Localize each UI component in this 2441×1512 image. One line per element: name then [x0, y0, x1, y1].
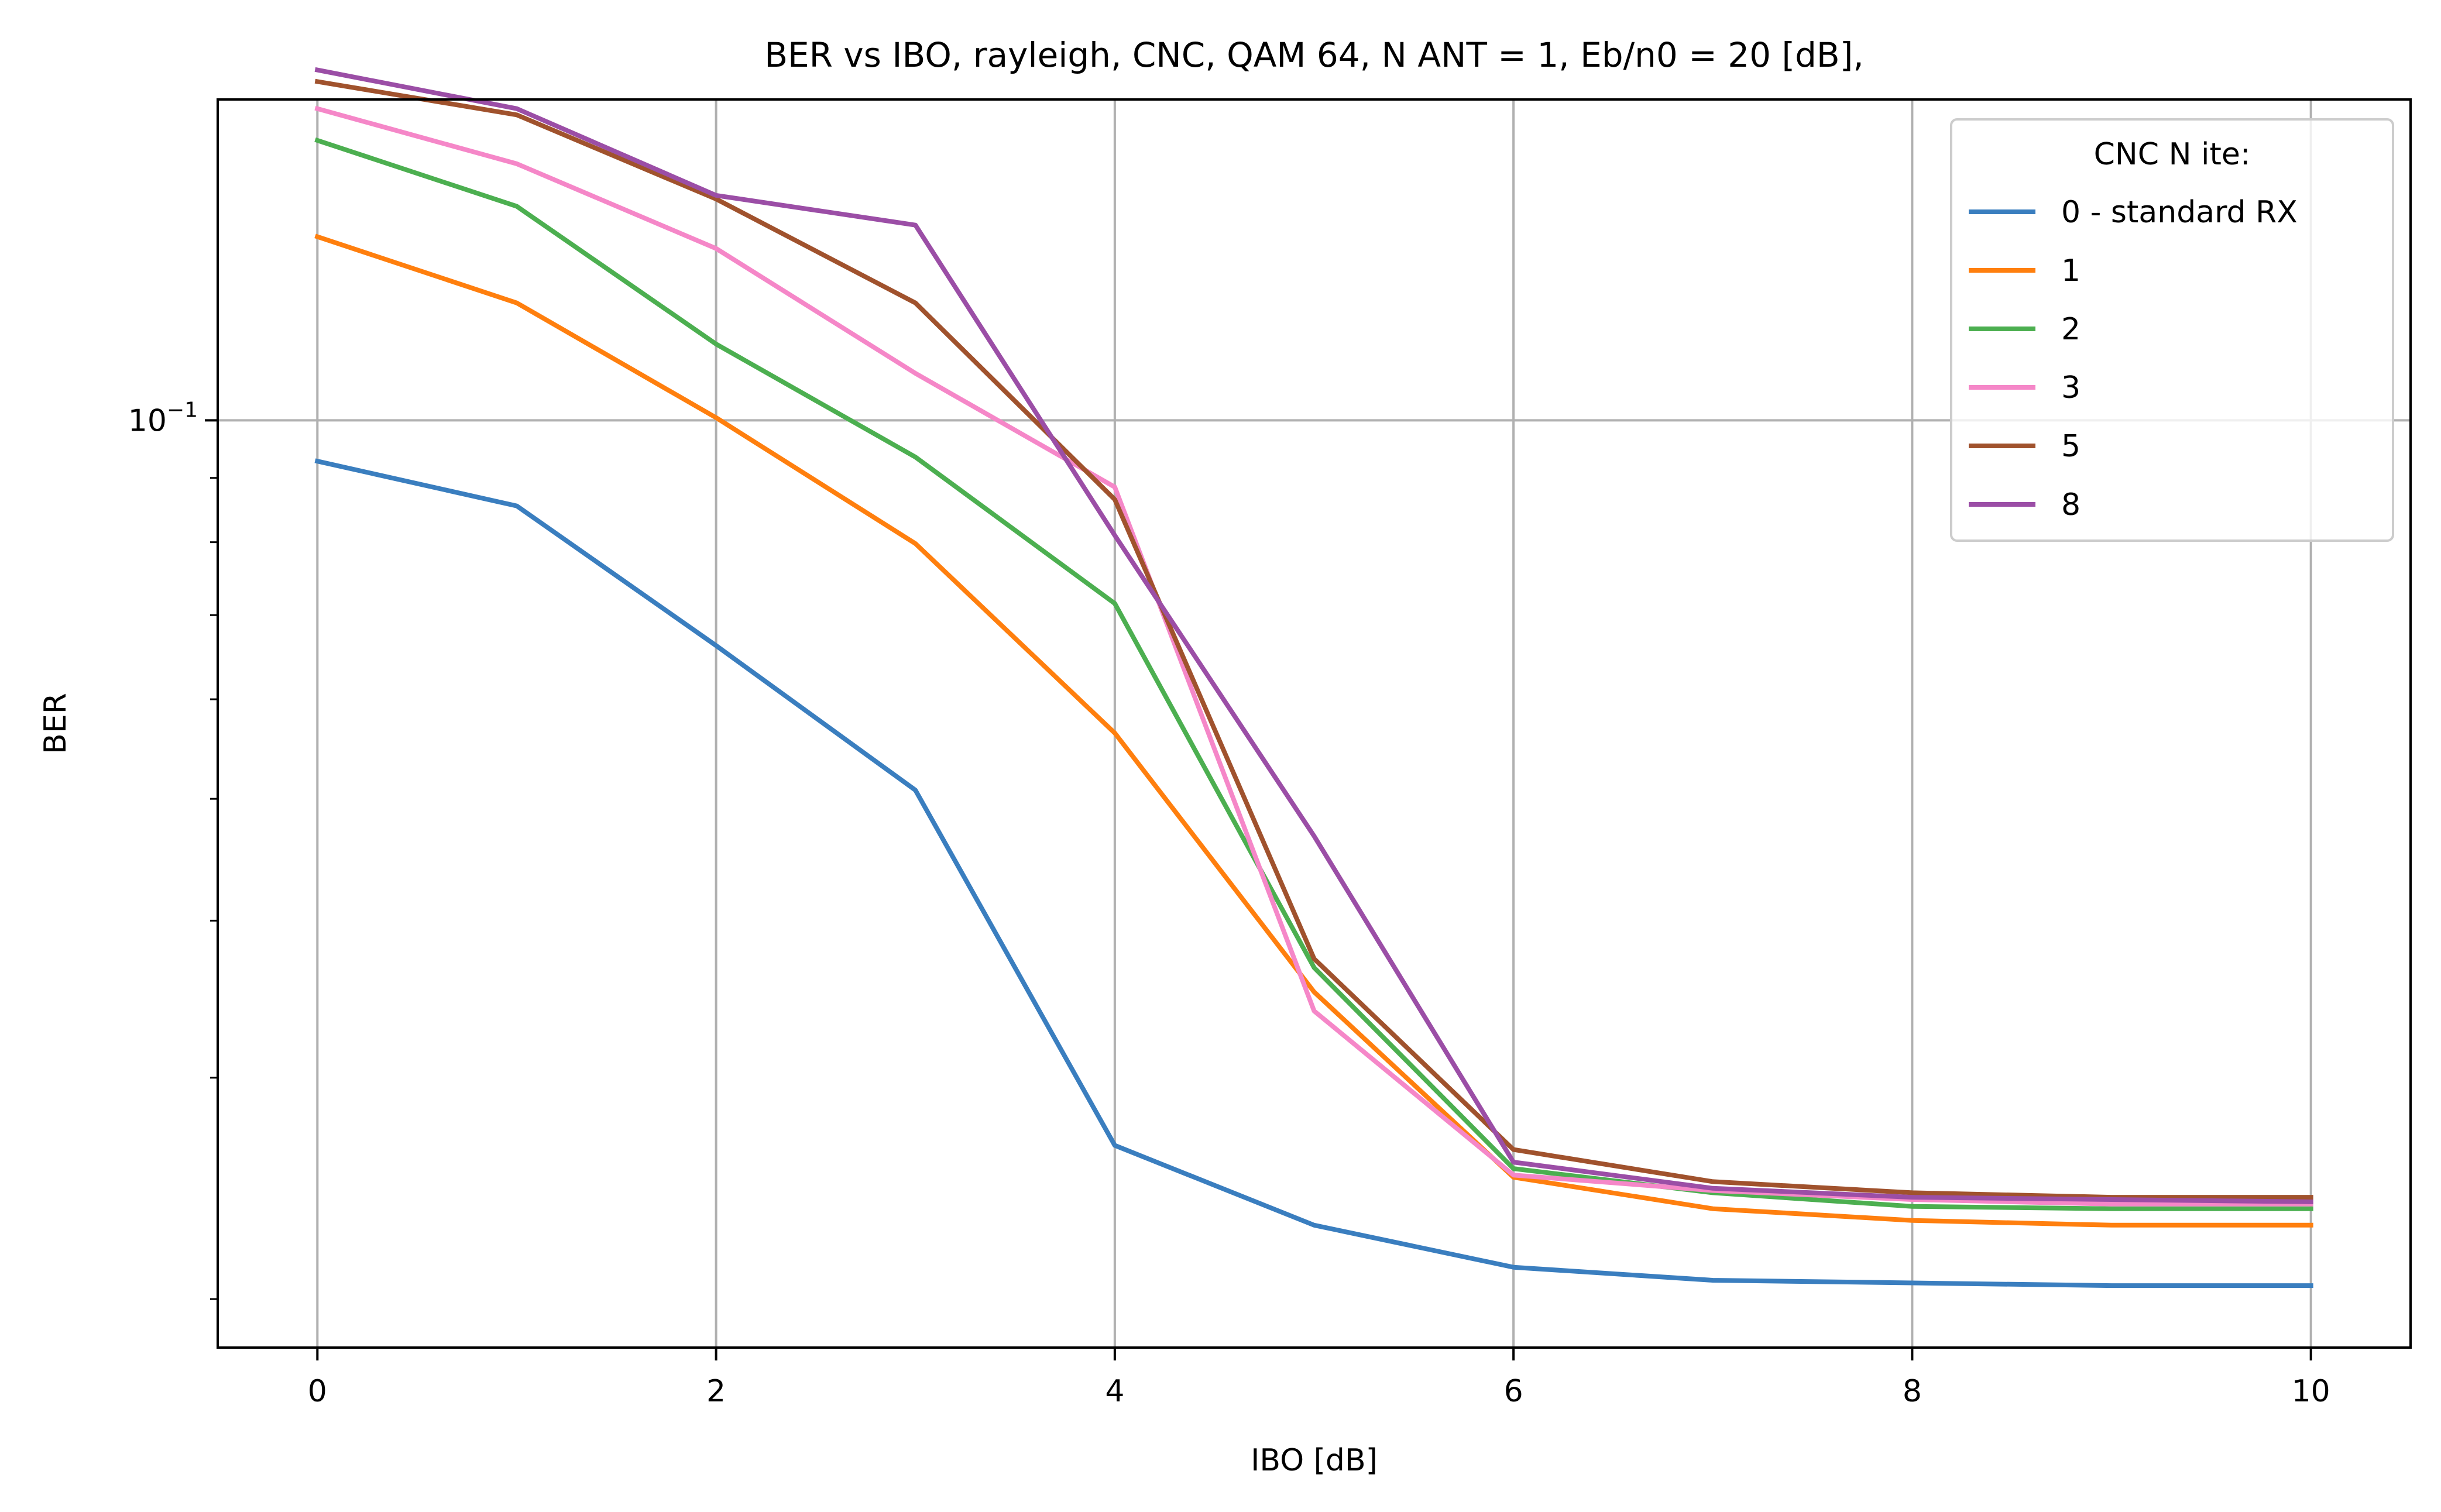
legend-label-2: 2: [2061, 312, 2080, 347]
series-line-5: [314, 67, 2313, 1204]
legend-items: 0 - standard RX 1 2 3 5 8: [1969, 195, 2298, 523]
series-line-1: [314, 233, 2313, 1228]
legend-label-0: 0 - standard RX: [2061, 195, 2298, 230]
legend-label-5: 8: [2061, 487, 2080, 523]
series-line-0: [314, 458, 2313, 1288]
legend-title: CNC N ite:: [2094, 137, 2251, 172]
legend: CNC N ite: 0 - standard RX 1 2 3 5 8: [1950, 118, 2394, 542]
x-tick-label: 2: [706, 1374, 726, 1409]
y-tick-label: 10−1: [128, 398, 198, 438]
plot-area-frame: [217, 98, 2412, 1349]
series-lines: [314, 67, 2313, 1288]
y-tick-label-exponent: −1: [167, 398, 198, 422]
x-tick-label: 0: [308, 1374, 327, 1409]
legend-label-1: 1: [2061, 253, 2080, 288]
legend-box: [1950, 118, 2394, 542]
series-line-4: [314, 78, 2313, 1200]
chart-title: BER vs IBO, rayleigh, CNC, QAM 64, N ANT…: [764, 35, 1864, 75]
y-tick-label-base: 10: [128, 403, 167, 438]
series-line-3: [314, 105, 2313, 1207]
series-line-2: [314, 137, 2313, 1211]
legend-label-4: 5: [2061, 429, 2080, 464]
x-axis-title: IBO [dB]: [1251, 1443, 1378, 1478]
x-tick-label: 8: [1903, 1374, 1922, 1409]
x-tick-label: 4: [1105, 1374, 1124, 1409]
x-tick-label: 6: [1504, 1374, 1523, 1409]
legend-label-3: 3: [2061, 370, 2080, 406]
x-tick-label: 10: [2292, 1374, 2330, 1409]
y-axis-title: BER: [38, 693, 73, 754]
